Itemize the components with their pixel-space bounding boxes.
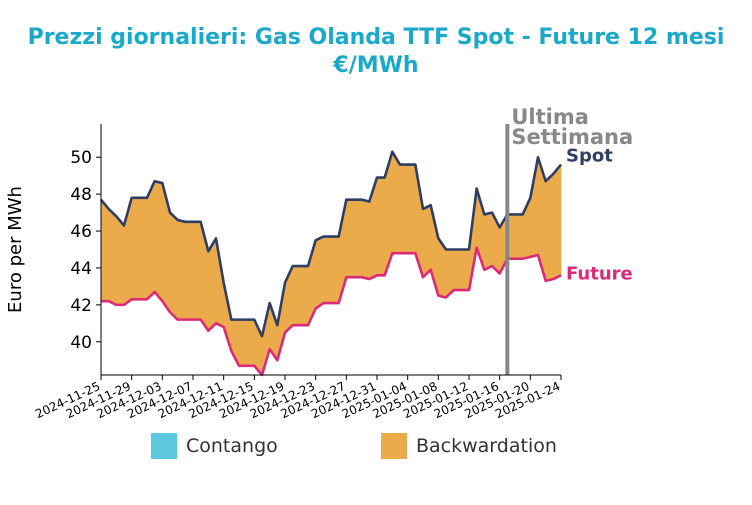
fill-segment	[108, 208, 117, 306]
fill-segment	[154, 180, 163, 303]
fill-segment	[315, 236, 324, 310]
series-label-spot: Spot	[566, 146, 613, 167]
fill-segment	[131, 197, 140, 300]
fill-segment	[376, 177, 385, 276]
fill-segment	[246, 319, 255, 367]
legend-label-backwardation: Backwardation	[416, 435, 557, 457]
backwardation-swatch	[381, 433, 407, 459]
y-tick-label: 50	[70, 148, 92, 168]
fill-segment	[169, 211, 178, 321]
fill-segment	[453, 249, 462, 291]
legend-label-contango: Contango	[186, 435, 278, 457]
fill-segment	[361, 199, 370, 280]
chart-title: Prezzi giornalieri: Gas Olanda TTF Spot …	[27, 25, 725, 50]
fill-segment	[192, 221, 201, 320]
fill-segment	[330, 236, 339, 304]
series-line-spot	[100, 150, 562, 338]
fill-segment	[514, 214, 523, 260]
fill-segment	[422, 204, 431, 278]
fill-segment	[323, 236, 332, 304]
fill-segment	[407, 164, 416, 254]
fill-segment	[553, 163, 562, 280]
y-tick-label: 46	[70, 222, 92, 242]
fill-segment	[399, 164, 408, 254]
fill-segment	[146, 181, 155, 301]
fill-segment	[100, 198, 109, 302]
legend-item-backwardation: Backwardation	[381, 433, 557, 459]
y-tick-label: 40	[70, 333, 92, 353]
fill-segment	[116, 215, 125, 306]
y-axis-label: Euro per MWh	[5, 186, 26, 313]
fill-segment	[185, 221, 194, 320]
y-tick-label: 44	[70, 259, 92, 279]
fill-segment	[208, 237, 217, 332]
fill-segment	[300, 265, 309, 326]
fill-segment	[461, 249, 470, 291]
series-line-future	[101, 246, 562, 377]
y-tick-label: 42	[70, 296, 92, 316]
fill-segment	[545, 173, 554, 282]
legend-item-contango: Contango	[151, 433, 278, 459]
fill-segment	[139, 197, 148, 300]
y-tick-label: 48	[70, 185, 92, 205]
fill-segment	[177, 219, 186, 320]
last-week-label-line2: Settimana	[511, 125, 633, 149]
series-label-future: Future	[566, 263, 633, 284]
fill-segment	[484, 212, 493, 271]
fill-segment	[353, 199, 362, 278]
fill-segment	[238, 319, 247, 367]
fill-segment	[292, 265, 301, 326]
contango-swatch	[151, 433, 177, 459]
fill-segment	[392, 150, 401, 254]
last-week-label-line1: Ultima	[511, 105, 589, 129]
chart-subtitle: €/MWh	[333, 53, 419, 78]
fill-segment	[346, 199, 355, 278]
